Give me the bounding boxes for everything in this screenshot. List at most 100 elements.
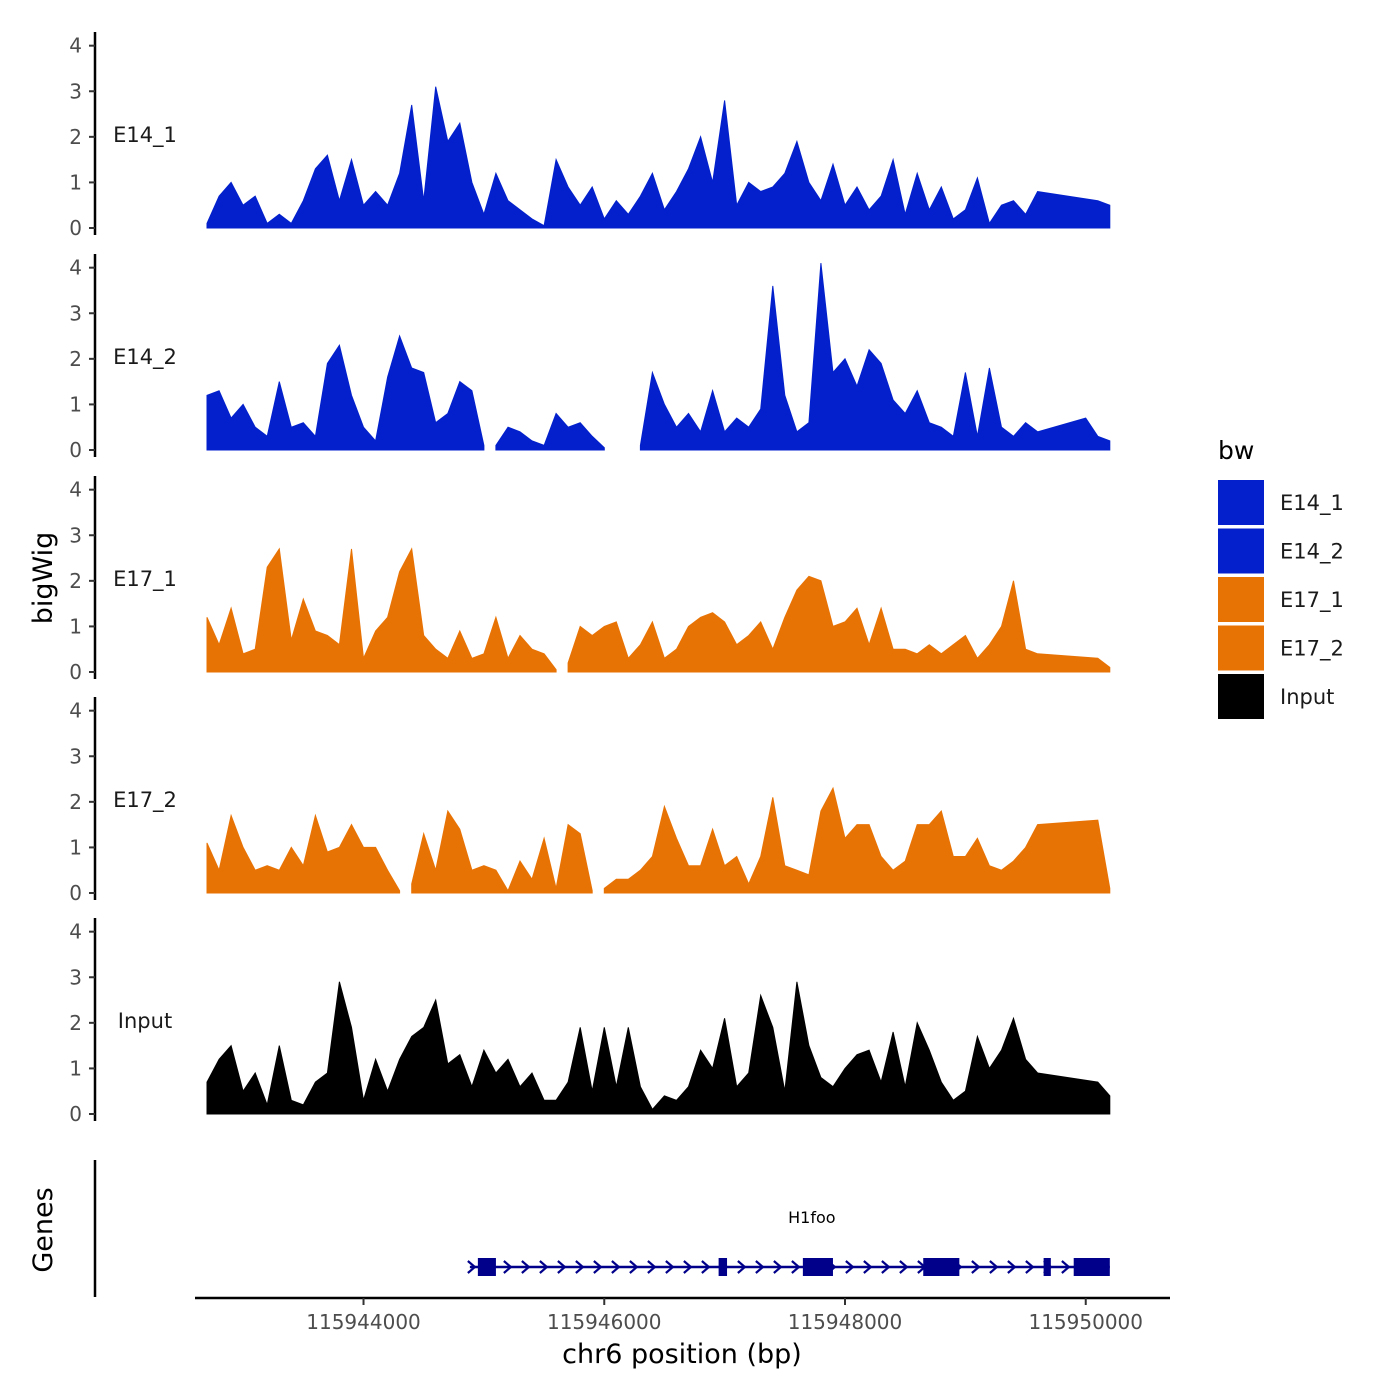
coverage-area-E14_1 (206, 86, 1111, 229)
track-label: E14_1 (113, 123, 177, 148)
strand-arrow (611, 1260, 621, 1274)
strand-arrow (467, 1260, 477, 1274)
y-tick-label: 1 (69, 835, 82, 859)
strand-arrow (503, 1260, 513, 1274)
strand-arrow (791, 1260, 801, 1274)
strand-arrow (881, 1260, 891, 1274)
y-tick-label: 3 (69, 965, 82, 989)
x-tick-label: 115944000 (306, 1310, 421, 1334)
y-tick-label: 2 (69, 347, 82, 371)
strand-arrow (539, 1260, 549, 1274)
y-tick-label: 3 (69, 301, 82, 325)
y-tick-label: 4 (69, 34, 82, 58)
gene-exon (802, 1258, 833, 1276)
legend-swatch-E14_2 (1218, 528, 1264, 574)
legend-swatch-E17_2 (1218, 625, 1264, 671)
y-tick-label: 4 (69, 478, 82, 502)
strand-arrow (899, 1260, 909, 1274)
legend-title: bw (1218, 436, 1254, 465)
legend-label: E17_1 (1280, 588, 1344, 613)
strand-arrow (737, 1260, 747, 1274)
x-axis: 115944000 115946000 115948000 115950000 (195, 1296, 1170, 1334)
coverage-tracks: 0 1 2 3 4 E14_1 0 1 2 3 4 E14_2 0 1 2 3 4 E17_1 0 1 2 3 4 E17_2… (69, 32, 1111, 1126)
strand-arrow (845, 1260, 855, 1274)
track-label: E17_1 (113, 567, 177, 592)
y-tick-label: 2 (69, 125, 82, 149)
y-axis-title: bigWig (28, 532, 59, 625)
y-tick-label: 2 (69, 569, 82, 593)
strand-arrow (1061, 1260, 1071, 1274)
y-tick-label: 0 (69, 1102, 82, 1126)
strand-arrow (575, 1260, 585, 1274)
strand-arrow (989, 1260, 999, 1274)
x-axis-title: chr6 position (bp) (562, 1339, 802, 1370)
genes-axis-title: Genes (28, 1187, 59, 1272)
y-tick-label: 4 (69, 256, 82, 280)
legend-label: Input (1280, 685, 1334, 709)
strand-arrow (665, 1260, 675, 1274)
x-tick-label: 115948000 (788, 1310, 903, 1334)
strand-arrow (593, 1260, 603, 1274)
coverage-area-E17_1 (206, 547, 557, 673)
legend-swatch-Input (1218, 674, 1264, 719)
track-panel-E17_2: 0 1 2 3 4 E17_2 (69, 697, 1111, 905)
coverage-area-E14_2 (495, 412, 605, 451)
strand-arrow (773, 1260, 783, 1274)
track-label: E14_2 (113, 345, 177, 370)
legend-swatch-E17_1 (1218, 577, 1264, 622)
strand-arrow (971, 1260, 981, 1274)
x-tick-label: 115946000 (547, 1310, 662, 1334)
y-tick-label: 0 (69, 216, 82, 240)
strand-arrow (755, 1260, 765, 1274)
legend-label: E14_2 (1280, 540, 1344, 565)
strand-arrow (521, 1260, 531, 1274)
track-panel-E14_2: 0 1 2 3 4 E14_2 (69, 254, 1111, 462)
legend: bw E14_1 E14_2 E17_1 E17_2 Input (1218, 436, 1344, 719)
y-tick-label: 1 (69, 1056, 82, 1080)
gene-exon (718, 1258, 728, 1276)
track-panel-E17_1: 0 1 2 3 4 E17_1 (69, 476, 1111, 684)
strand-arrow (647, 1260, 657, 1274)
coverage-area-E17_2 (411, 809, 593, 894)
strand-arrow (629, 1260, 639, 1274)
y-tick-label: 1 (69, 392, 82, 416)
gene-exon (1073, 1258, 1110, 1276)
y-tick-label: 4 (69, 699, 82, 723)
x-tick-label: 115950000 (1028, 1310, 1143, 1334)
coverage-area-E17_2 (603, 786, 1111, 894)
track-panel-Input: 0 1 2 3 4 Input (69, 918, 1111, 1126)
coverage-area-E17_2 (206, 813, 401, 894)
track-panel-E14_1: 0 1 2 3 4 E14_1 (69, 32, 1111, 240)
strand-arrow (1025, 1260, 1035, 1274)
gene-name-label: H1foo (788, 1208, 835, 1227)
gene-exon (477, 1258, 496, 1276)
coverage-area-E14_2 (206, 334, 485, 451)
track-label: Input (118, 1009, 172, 1033)
strand-arrow (701, 1260, 711, 1274)
strand-arrow (863, 1260, 873, 1274)
gene-exon (923, 1258, 960, 1276)
strand-arrow (1007, 1260, 1017, 1274)
y-tick-label: 3 (69, 79, 82, 103)
strand-arrow (683, 1260, 693, 1274)
y-tick-label: 0 (69, 660, 82, 684)
y-tick-label: 0 (69, 438, 82, 462)
y-tick-label: 0 (69, 881, 82, 905)
strand-arrow (557, 1260, 567, 1274)
y-tick-label: 1 (69, 170, 82, 194)
coverage-area-Input (206, 981, 1111, 1115)
legend-label: E17_2 (1280, 637, 1344, 662)
legend-label: E14_1 (1280, 491, 1344, 516)
coverage-area-E17_1 (567, 575, 1111, 673)
gene-exon (1043, 1258, 1051, 1276)
y-tick-label: 3 (69, 744, 82, 768)
legend-swatch-E14_1 (1218, 480, 1264, 525)
y-tick-label: 2 (69, 790, 82, 814)
y-tick-label: 1 (69, 614, 82, 638)
y-tick-label: 2 (69, 1011, 82, 1035)
y-tick-label: 4 (69, 920, 82, 944)
coverage-area-E14_2 (639, 263, 1111, 451)
track-label: E17_2 (113, 788, 177, 813)
gene-track: H1foo (93, 1160, 1110, 1297)
